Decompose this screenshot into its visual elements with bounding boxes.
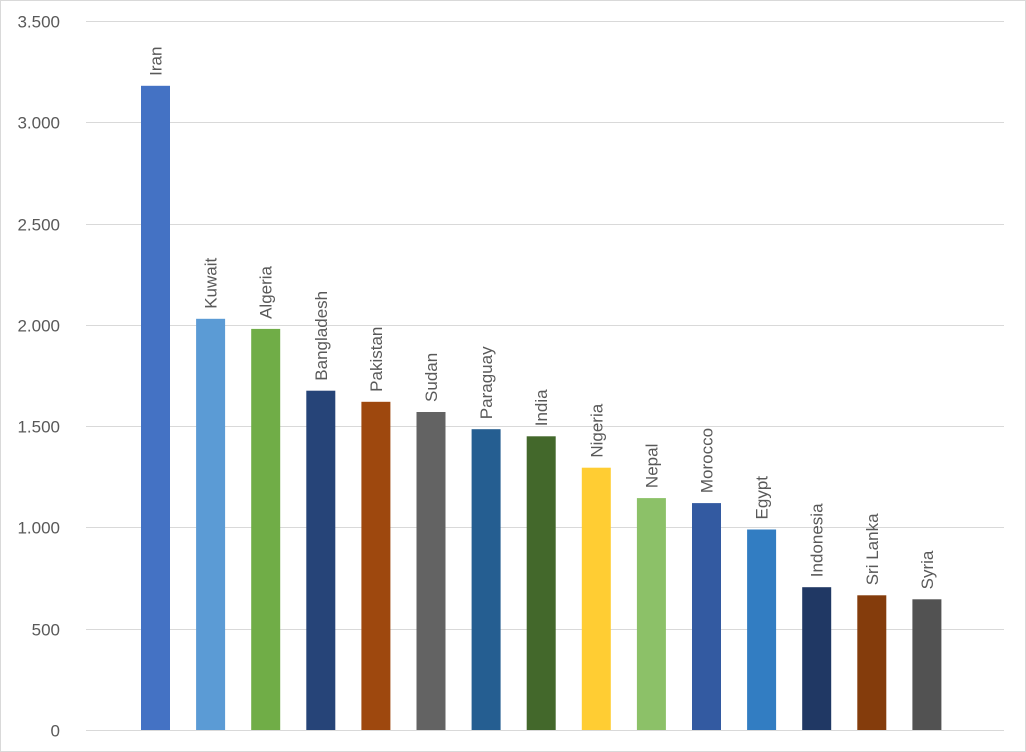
y-tick-label: 3.500 [17,13,60,32]
bar-label-indonesia: Indonesia [808,503,827,577]
bar-label-algeria: Algeria [257,265,276,318]
bar-kuwait [196,318,226,730]
bar-label-nigeria: Nigeria [587,403,606,457]
bar-label-syria: Syria [918,550,937,589]
bar-algeria [251,328,281,730]
bar-sri-lanka [857,595,887,730]
y-tick-label: 1.000 [17,519,60,538]
bar-egypt [747,529,777,730]
bar-label-pakistan: Pakistan [367,327,386,392]
bar-label-morocco: Morocco [698,428,717,493]
bar-label-iran: Iran [147,47,166,76]
bar-bangladesh [306,390,336,730]
y-tick-label: 1.500 [17,418,60,437]
y-tick-label: 3.000 [17,114,60,133]
bar-label-sudan: Sudan [422,353,441,402]
y-tick-label: 2.500 [17,216,60,235]
bars [141,85,942,731]
bar-nigeria [581,467,611,730]
bar-sudan [416,412,446,730]
bar-label-nepal: Nepal [642,444,661,488]
bar-label-paraguay: Paraguay [477,346,496,419]
y-tick-label: 500 [32,621,60,640]
bar-iran [141,85,170,731]
bar-nepal [636,498,666,730]
y-axis-tick-labels: 0 500 1.000 1.500 2.000 2.500 3.000 3.500 [17,13,60,741]
bar-label-kuwait: Kuwait [202,257,221,308]
y-tick-label: 2.000 [17,317,60,336]
grid-layer [86,21,1004,731]
bar-pakistan [361,401,391,730]
bar-labels: Iran Kuwait Algeria Bangladesh Pakistan Sudan… [147,47,937,590]
bar-label-india: India [532,389,551,426]
bar-india [526,436,556,730]
bar-syria [912,599,942,730]
bar-morocco [692,503,721,730]
bar-indonesia [802,587,832,730]
bar-label-sri-lanka: Sri Lanka [863,513,882,585]
bar-label-egypt: Egypt [753,476,772,520]
bar-label-bangladesh: Bangladesh [312,291,331,381]
bar-paraguay [471,429,501,730]
y-tick-label: 0 [51,722,60,741]
